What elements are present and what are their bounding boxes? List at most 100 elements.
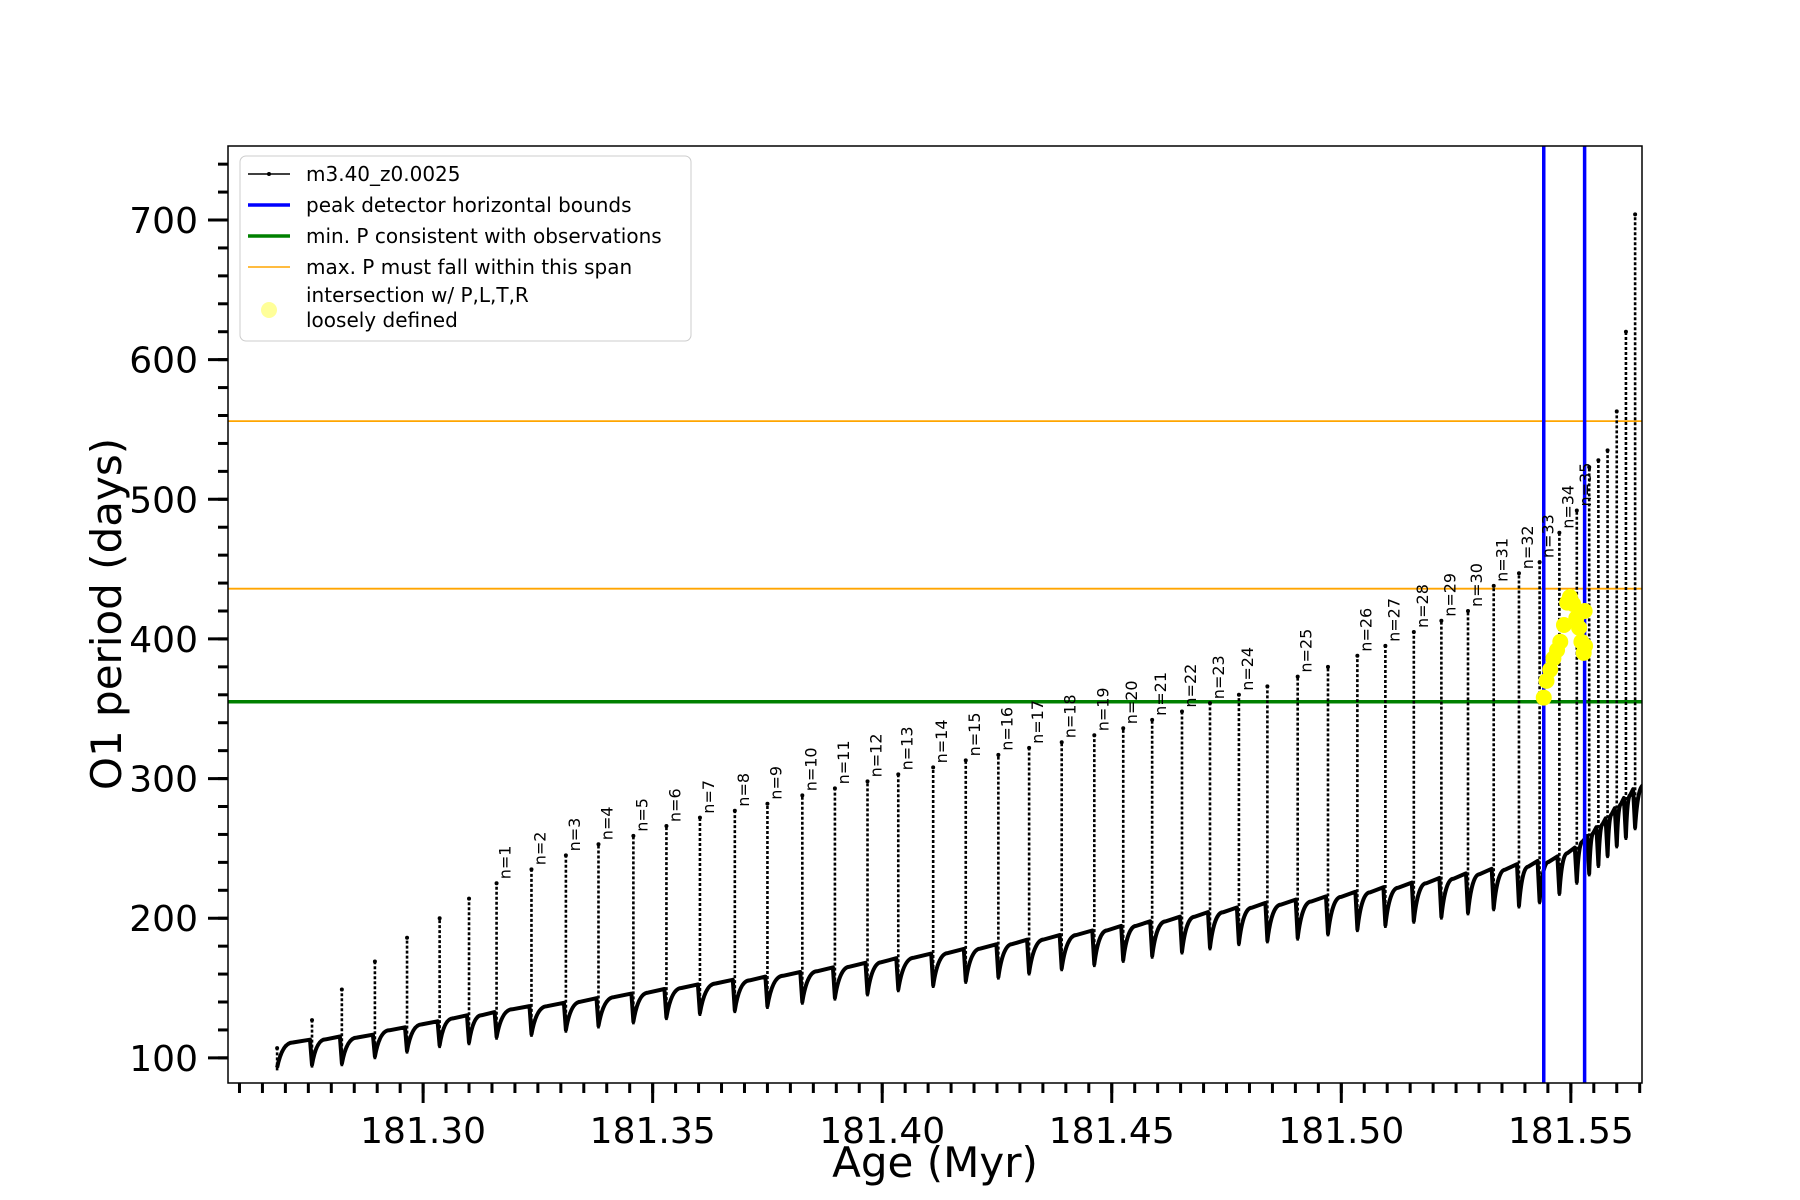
mode-label-41: n=33: [1539, 514, 1558, 558]
pulse-peak-35: [1383, 643, 1388, 648]
mode-label-10: n=4: [598, 806, 617, 840]
x-tick-label-2: 181.40: [819, 1111, 945, 1152]
y-tick-label-5: 600: [129, 341, 198, 382]
pulse-peak-47: [1614, 409, 1619, 414]
y-tick-label-3: 400: [129, 620, 198, 661]
pulse-peak-7: [494, 881, 499, 886]
mode-label-43: n=35: [1576, 463, 1595, 507]
mode-label-37: n=29: [1440, 573, 1459, 617]
intersection-point-14: [1576, 603, 1593, 620]
plot-frame: [227, 145, 1643, 1084]
pulse-peak-42: [1557, 530, 1562, 535]
legend-label-4: intersection w/ P,L,T,R: [306, 283, 529, 307]
intersection-point-11: [1571, 619, 1588, 636]
mode-label-8: n=2: [531, 832, 550, 866]
pulse-peak-2: [339, 987, 344, 992]
pulse-peak-24: [1059, 740, 1064, 745]
mode-label-38: n=30: [1467, 563, 1486, 607]
series-m3.40_z0.0025: [275, 212, 1642, 1071]
legend-box: [239, 155, 692, 342]
mode-label-40: n=32: [1518, 525, 1537, 569]
legend-label-3: max. P must fall within this span: [306, 255, 632, 279]
mode-label-29: n=23: [1209, 655, 1228, 699]
mode-labels: n=1 n=2 n=3 n=4 n=5 n=6 n=7 n=8 n=9 n=10 n=11 n=12 n…: [496, 463, 1595, 880]
pulse-peak-20: [931, 765, 936, 770]
mode-label-39: n=31: [1493, 538, 1512, 582]
pulse-peak-4: [405, 935, 410, 940]
pulse-peak-21: [963, 758, 968, 763]
x-axis-label: Age (Myr): [832, 1138, 1038, 1187]
mode-label-27: n=21: [1151, 672, 1170, 716]
y-axis-label: O1 period (days): [82, 438, 131, 790]
legend-label-0: m3.40_z0.0025: [306, 162, 461, 186]
pulse-peak-13: [697, 815, 702, 820]
mode-label-35: n=27: [1384, 598, 1403, 642]
pulse-peak-37: [1439, 618, 1444, 623]
pulse-peak-32: [1295, 674, 1300, 679]
legend-swatch-4: [261, 302, 277, 318]
mode-label-12: n=6: [665, 788, 684, 822]
mode-label-42: n=34: [1558, 485, 1577, 529]
mode-label-23: n=17: [1028, 700, 1047, 744]
x-axis: 181.30 181.35 181.40 181.45 181.50 181.55: [237, 1083, 1642, 1152]
pulse-peak-28: [1179, 709, 1184, 714]
pulse-peak-8: [529, 867, 534, 872]
pulse-peak-17: [832, 786, 837, 791]
mode-label-30: n=24: [1238, 647, 1257, 691]
pulse-peak-3: [372, 959, 377, 964]
pulse-peak-40: [1516, 571, 1521, 576]
pulse-peak-10: [596, 842, 601, 847]
mode-label-16: n=10: [801, 747, 820, 791]
intersection-points: [1535, 589, 1594, 706]
pulse-peak-36: [1411, 629, 1416, 634]
pulse-peak-29: [1207, 701, 1212, 706]
pulse-peak-25: [1092, 733, 1097, 738]
intersection-point-0: [1535, 689, 1552, 706]
y-tick-label-6: 700: [129, 201, 198, 242]
pulse-peak-30: [1236, 692, 1241, 697]
intersection-point-15: [1577, 637, 1594, 654]
y-tick-label-2: 300: [129, 760, 198, 801]
mode-label-36: n=28: [1413, 584, 1432, 628]
mode-label-24: n=18: [1061, 694, 1080, 738]
intersection-point-6: [1555, 616, 1572, 633]
pulse-peak-11: [631, 833, 636, 838]
legend-label-4-line2: loosely defined: [306, 308, 458, 332]
mode-label-15: n=9: [766, 766, 785, 800]
mode-label-11: n=5: [632, 798, 651, 832]
legend-label-1: peak detector horizontal bounds: [306, 193, 632, 217]
mode-label-25: n=19: [1093, 687, 1112, 731]
pulse-peak-33: [1325, 664, 1330, 669]
pulse-peak-46: [1605, 448, 1610, 453]
pulse-peak-34: [1355, 653, 1360, 658]
intersection-point-5: [1552, 633, 1569, 650]
mode-label-34: n=26: [1356, 608, 1375, 652]
pulse-peak-44: [1587, 465, 1592, 470]
reference-lines-horizontal: [228, 420, 1642, 704]
legend-marker-0: [267, 172, 271, 176]
y-axis: 100 200 300 400 500 600 700: [129, 162, 228, 1080]
series-baseline: [275, 783, 1642, 1069]
pulse-peak-15: [765, 801, 770, 806]
pulse-peak-49: [1633, 212, 1638, 217]
mode-label-28: n=22: [1181, 664, 1200, 708]
x-tick-label-5: 181.55: [1508, 1111, 1634, 1152]
y-tick-label-1: 200: [129, 899, 198, 940]
pulse-peak-22: [996, 752, 1001, 757]
pulse-peak-1: [310, 1018, 315, 1023]
mode-label-17: n=11: [834, 740, 853, 784]
pulse-peak-45: [1596, 458, 1601, 463]
x-tick-label-0: 181.30: [360, 1111, 486, 1152]
mode-label-7: n=1: [496, 846, 515, 880]
pulse-peak-14: [732, 808, 737, 813]
pulse-peak-27: [1150, 717, 1155, 722]
mode-label-22: n=16: [997, 707, 1016, 751]
mode-label-19: n=13: [897, 726, 916, 770]
mode-label-26: n=20: [1122, 680, 1141, 724]
intersection-point-9: [1565, 596, 1582, 613]
mode-label-32: n=25: [1297, 629, 1316, 673]
pulse-peak-48: [1623, 329, 1628, 334]
mode-label-18: n=12: [867, 733, 886, 777]
y-tick-label-0: 100: [129, 1039, 198, 1080]
